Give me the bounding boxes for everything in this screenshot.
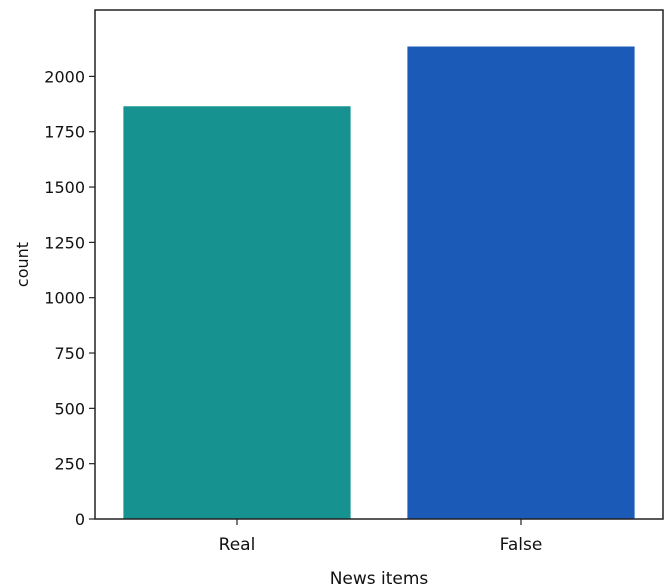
plot-frame <box>94 9 664 520</box>
y-tick-label: 1000 <box>44 289 85 308</box>
y-tick-label: 1250 <box>44 233 85 252</box>
y-tick-label: 0 <box>75 510 85 529</box>
y-tick-label: 500 <box>54 399 85 418</box>
y-tick-label: 2000 <box>44 67 85 86</box>
x-axis-label: News items <box>330 569 429 588</box>
y-axis-label: count <box>13 242 32 287</box>
x-tick-label: Real <box>219 535 256 555</box>
y-tick-label: 1750 <box>44 123 85 142</box>
y-tick-label: 250 <box>54 455 85 474</box>
y-tick-label: 1500 <box>44 178 85 197</box>
y-tick-label: 750 <box>54 344 85 363</box>
bar-real <box>123 106 351 519</box>
bar-false <box>407 46 635 519</box>
x-tick-label: False <box>500 535 543 555</box>
